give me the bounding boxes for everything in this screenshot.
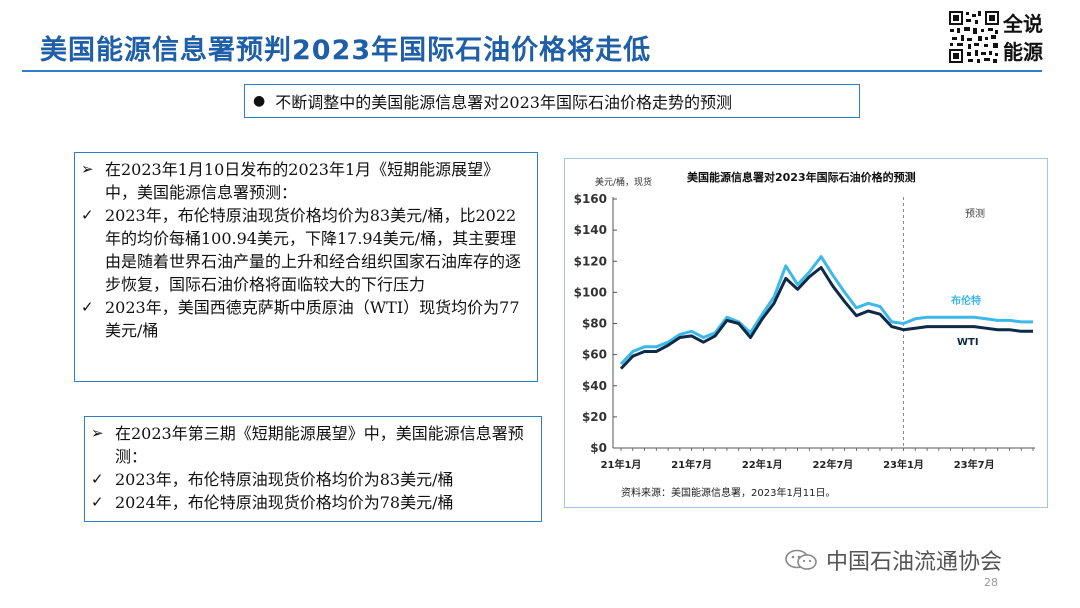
x-tick-label: 22年1月 bbox=[742, 458, 783, 471]
series-line-brent bbox=[619, 255, 1033, 366]
x-tick-label: 23年7月 bbox=[954, 458, 995, 471]
footer-brand-text: 中国石油流通协会 bbox=[826, 550, 1003, 575]
series-label-brent: 布伦特 bbox=[951, 294, 981, 307]
x-tick-label: 21年7月 bbox=[671, 458, 712, 471]
x-tick-label: 22年7月 bbox=[812, 458, 853, 471]
forecast-january-box: ➢ 在2023年1月10日发布的2023年1月《短期能源展望》中，美国能源信息署… bbox=[74, 152, 538, 382]
arrow-bullet-icon: ➢ bbox=[81, 160, 94, 178]
list-item-text: 2023年，布伦特原油现货价格均价为83美元/桶，比2022年的均价每桶100.… bbox=[105, 206, 522, 294]
arrow-bullet-icon: ➢ bbox=[91, 424, 104, 442]
chart-source-note: 资料来源：美国能源信息署，2023年1月11日。 bbox=[621, 486, 836, 499]
y-tick-label: $0 bbox=[590, 441, 607, 455]
forecast-label: 预测 bbox=[965, 207, 985, 220]
oil-price-chart-frame: 美国能源信息署对2023年国际石油价格的预测 美元/桶，现货 $0 $20 $40 $60… bbox=[564, 158, 1048, 508]
title-divider bbox=[22, 70, 1042, 72]
x-tick-label: 23年1月 bbox=[883, 458, 924, 471]
check-bullet-icon: ✓ bbox=[81, 206, 94, 224]
subtitle-callout: ● 不断调整中的美国能源信息署对2023年国际石油价格走势的预测 bbox=[244, 84, 860, 118]
list-item: ✓ 2023年，布伦特原油现货价格均价为83美元/桶 bbox=[91, 468, 535, 491]
y-axis-label: 美元/桶，现货 bbox=[595, 176, 652, 188]
subtitle-text: 不断调整中的美国能源信息署对2023年国际石油价格走势的预测 bbox=[275, 93, 732, 112]
list-item-text: 2024年，布伦特原油现货价格均价为78美元/桶 bbox=[115, 493, 454, 512]
x-tick-label: 21年1月 bbox=[601, 458, 642, 471]
list-item-text: 2023年，美国西德克萨斯中质原油（WTI）现货均价为77美元/桶 bbox=[105, 298, 520, 340]
page-number: 28 bbox=[984, 576, 998, 589]
chart-title: 美国能源信息署对2023年国际石油价格的预测 bbox=[687, 170, 916, 184]
bullet-dot-icon: ● bbox=[253, 93, 266, 109]
slide-title: 美国能源信息署预判2023年国际石油价格将走低 bbox=[40, 35, 652, 66]
list-item-text: 2023年，布伦特原油现货价格均价为83美元/桶 bbox=[115, 470, 454, 489]
series-label-wti: WTI bbox=[957, 337, 979, 348]
brand-logo-text: 全说 能源 bbox=[1003, 10, 1051, 66]
logo-line-1: 全说 bbox=[1003, 12, 1043, 36]
check-bullet-icon: ✓ bbox=[91, 493, 104, 511]
list-item: ✓ 2023年，美国西德克萨斯中质原油（WTI）现货均价为77美元/桶 bbox=[81, 296, 531, 342]
list-item-text: 在2023年第三期《短期能源展望》中，美国能源信息署预测： bbox=[115, 424, 524, 466]
y-tick-label: $120 bbox=[574, 254, 607, 268]
footer-brand: 中国石油流通协会 bbox=[784, 544, 1002, 576]
series-line-wti bbox=[619, 266, 1033, 370]
y-tick-label: $80 bbox=[582, 317, 607, 331]
y-tick-label: $160 bbox=[574, 192, 607, 206]
y-tick-label: $140 bbox=[574, 223, 607, 237]
wechat-icon bbox=[785, 549, 817, 570]
qr-code-icon bbox=[948, 10, 1000, 64]
list-item: ✓ 2023年，布伦特原油现货价格均价为83美元/桶，比2022年的均价每桶10… bbox=[81, 204, 531, 296]
y-tick-label: $60 bbox=[582, 348, 607, 362]
list-item: ➢ 在2023年第三期《短期能源展望》中，美国能源信息署预测： bbox=[91, 422, 535, 468]
forecast-third-issue-box: ➢ 在2023年第三期《短期能源展望》中，美国能源信息署预测： ✓ 2023年，… bbox=[84, 416, 542, 522]
list-item-text: 在2023年1月10日发布的2023年1月《短期能源展望》中，美国能源信息署预测… bbox=[105, 160, 500, 202]
y-tick-label: $20 bbox=[582, 410, 607, 424]
y-tick-label: $40 bbox=[582, 379, 607, 393]
list-item: ➢ 在2023年1月10日发布的2023年1月《短期能源展望》中，美国能源信息署… bbox=[81, 158, 531, 204]
oil-price-chart: 美国能源信息署对2023年国际石油价格的预测 美元/桶，现货 $0 $20 $40 $60… bbox=[574, 170, 1035, 499]
y-tick-label: $100 bbox=[574, 285, 607, 299]
check-bullet-icon: ✓ bbox=[91, 470, 104, 488]
logo-line-2: 能源 bbox=[1003, 40, 1043, 64]
list-item: ✓ 2024年，布伦特原油现货价格均价为78美元/桶 bbox=[91, 491, 535, 514]
check-bullet-icon: ✓ bbox=[81, 298, 94, 316]
